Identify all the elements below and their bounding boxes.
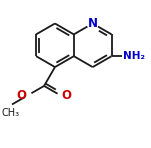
Circle shape	[87, 18, 98, 29]
Text: O: O	[16, 89, 26, 102]
Text: N: N	[88, 17, 98, 30]
Text: NH₂: NH₂	[123, 51, 145, 61]
Text: O: O	[61, 89, 71, 102]
Text: CH₃: CH₃	[2, 108, 20, 118]
